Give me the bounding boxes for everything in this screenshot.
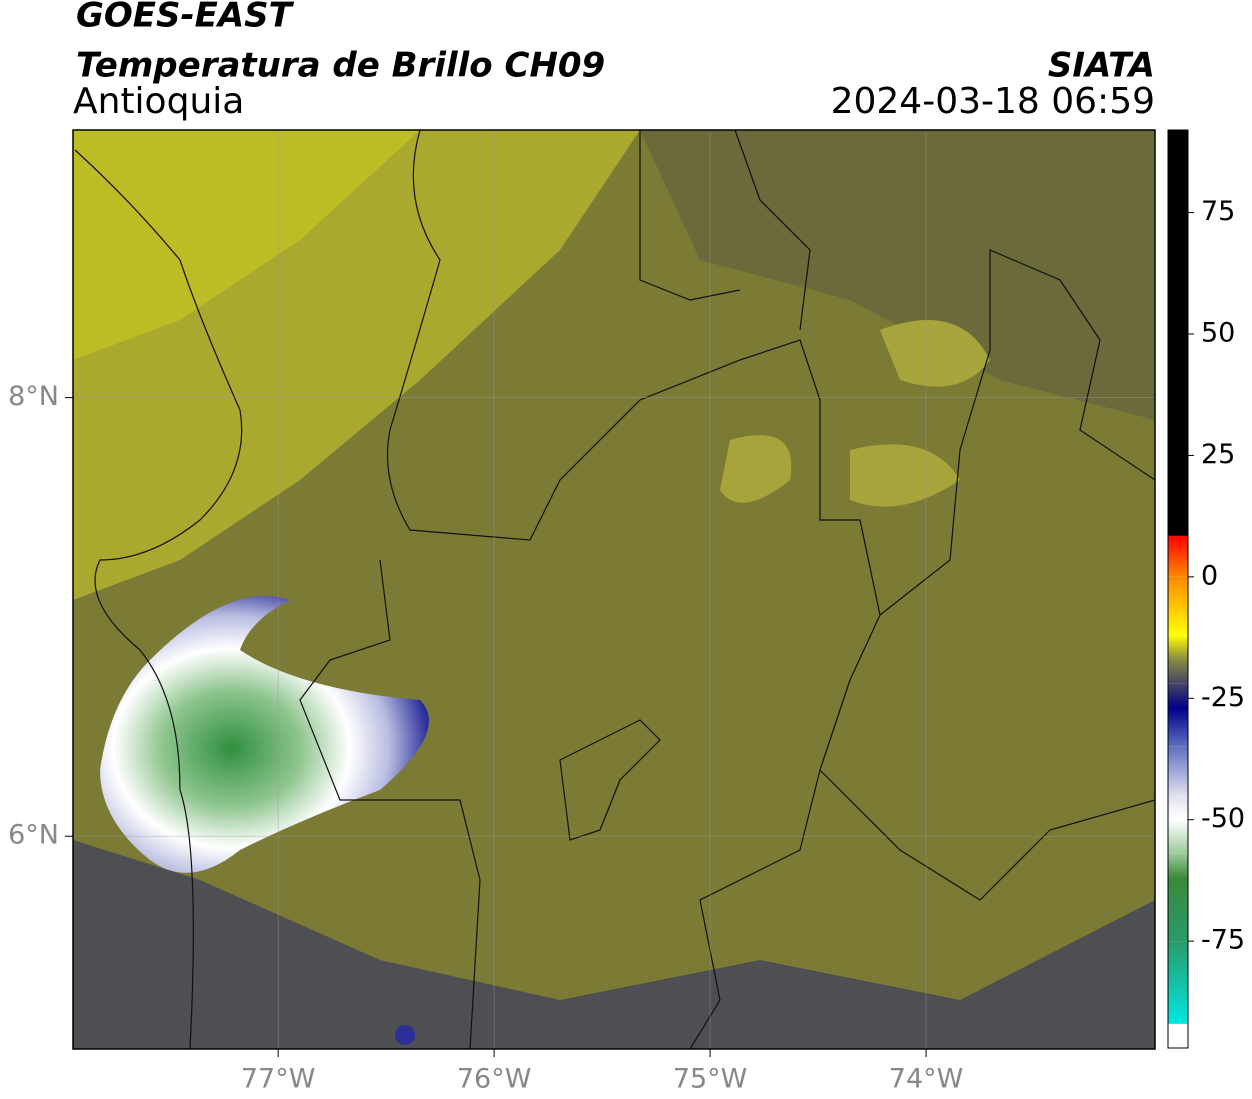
subtitle: Temperatura de Brillo CH09	[76, 46, 605, 86]
colorbar-tick-label: 50	[1201, 318, 1235, 349]
colorbar-segment	[1168, 853, 1188, 878]
colorbar-segment	[1168, 819, 1188, 854]
colorbar-tick-label: -50	[1201, 803, 1245, 834]
x-tick-label: 74°W	[889, 1064, 964, 1095]
colorbar-segment	[1168, 878, 1188, 942]
colorbar-segment	[1168, 941, 1188, 1024]
colorbar-segment	[1168, 576, 1188, 636]
map-frame	[72, 129, 1156, 1050]
colorbar-segment	[1168, 635, 1188, 660]
colorbar-segment	[1168, 130, 1188, 536]
x-tick-label: 77°W	[241, 1064, 316, 1095]
colorbar-segment	[1168, 683, 1188, 708]
colorbar-tick-label: 0	[1201, 560, 1218, 591]
colorbar-tick-label: 25	[1201, 439, 1235, 470]
colorbar-segment	[1168, 659, 1188, 684]
colorbar-tick-label: -75	[1201, 925, 1245, 956]
colorbar-segment	[1168, 535, 1188, 537]
region: Antioquia	[73, 81, 244, 122]
title: GOES-EAST	[76, 0, 295, 36]
source: SIATA	[1048, 46, 1155, 86]
y-tick-label: 6°N	[8, 820, 59, 851]
colorbar-segment	[1168, 746, 1188, 796]
grid	[65, 130, 1155, 1057]
colorbar-frame	[1167, 129, 1189, 1049]
y-tick-label: 8°N	[8, 381, 59, 412]
borders	[74, 130, 1155, 1049]
map	[73, 130, 1155, 1049]
colorbar-segment	[1168, 1023, 1188, 1025]
colorbar-segment	[1168, 708, 1188, 747]
cloud-top	[395, 1025, 415, 1045]
colorbar-segment	[1168, 536, 1188, 577]
timestamp: 2024-03-18 06:59	[831, 81, 1155, 122]
x-tick-label: 75°W	[673, 1064, 748, 1095]
warm-patch	[720, 320, 990, 507]
colorbar-tick-label: -25	[1201, 682, 1245, 713]
cold-region	[73, 840, 1155, 1049]
colorbar-segment	[1168, 1024, 1188, 1048]
colorbar-segment	[1168, 795, 1188, 820]
colorbar	[1168, 130, 1194, 1048]
cool-region	[640, 130, 1155, 420]
warm-region	[73, 130, 420, 360]
colorbar-tick-label: 75	[1201, 196, 1235, 227]
x-tick-label: 76°W	[457, 1064, 532, 1095]
cloud-top	[100, 596, 429, 873]
